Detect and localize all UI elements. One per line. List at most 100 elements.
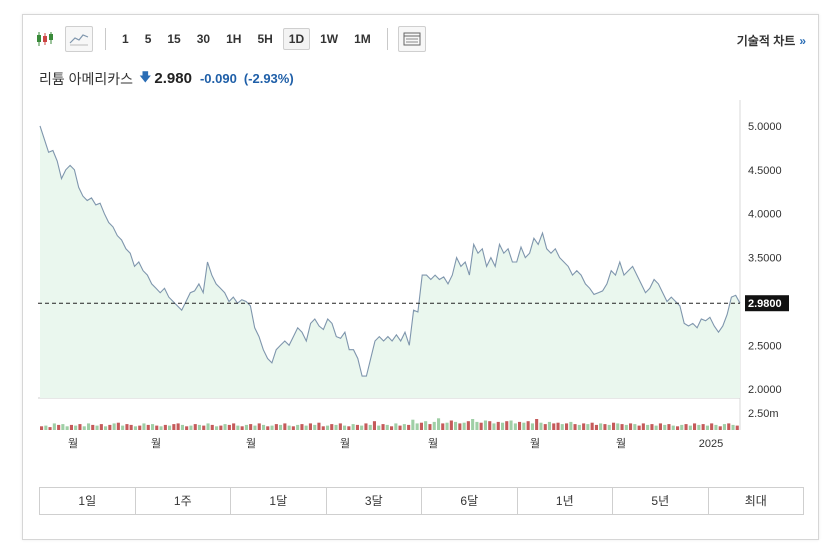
volume-bar — [321, 426, 325, 430]
technical-chart-label: 기술적 차트 — [736, 34, 796, 48]
down-arrow-icon: 🡇 — [139, 70, 152, 84]
range-1d[interactable]: 1일 — [40, 488, 136, 514]
volume-bar — [560, 424, 564, 430]
range-1w[interactable]: 1주 — [136, 488, 231, 514]
y-tick-label: 3.5000 — [748, 253, 782, 265]
interval-5[interactable]: 5 — [144, 32, 152, 46]
volume-bar — [185, 426, 189, 430]
table-icon[interactable] — [397, 26, 426, 52]
volume-bar — [419, 422, 423, 430]
volume-bar — [573, 424, 577, 430]
volume-bar — [722, 424, 726, 430]
volume-bar — [227, 424, 231, 430]
volume-bar — [44, 425, 48, 430]
volume-bar — [633, 424, 637, 430]
range-5y[interactable]: 5년 — [613, 488, 709, 514]
area-chart-icon[interactable] — [65, 26, 93, 52]
volume-bar — [432, 421, 436, 430]
volume-bar — [104, 426, 108, 430]
range-6m[interactable]: 6달 — [422, 488, 518, 514]
volume-bar — [108, 424, 112, 430]
volume-bar — [215, 426, 219, 430]
volume-bar — [552, 423, 556, 430]
interval-5h[interactable]: 5H — [257, 32, 273, 46]
volume-bar — [91, 424, 95, 430]
volume-bar — [475, 421, 479, 430]
volume-bar — [219, 425, 223, 430]
volume-bar — [291, 426, 295, 430]
volume-bar — [347, 426, 351, 430]
interval-1[interactable]: 1 — [122, 32, 129, 46]
y-tick-label: 4.5000 — [748, 165, 782, 177]
interval-30[interactable]: 30 — [196, 32, 211, 46]
volume-bar — [351, 424, 355, 430]
volume-bar — [296, 424, 300, 430]
volume-bar — [505, 421, 509, 430]
volume-bar — [210, 424, 214, 430]
volume-bar — [262, 424, 266, 430]
volume-bar — [667, 424, 671, 430]
volume-bar — [718, 426, 722, 430]
chart-toolbar: 1 5 15 30 1H 5H 1D 1W 1M — [31, 25, 432, 53]
volume-bar — [176, 423, 180, 430]
volume-bar — [244, 424, 248, 430]
volume-bar — [462, 422, 466, 430]
volume-bar — [151, 424, 155, 430]
volume-bar — [488, 421, 492, 430]
volume-bar — [189, 425, 193, 430]
volume-bar — [364, 423, 368, 430]
interval-15[interactable]: 15 — [167, 32, 181, 46]
volume-bar — [603, 424, 607, 430]
volume-bar — [168, 425, 172, 430]
volume-bar — [155, 425, 159, 430]
volume-bar — [518, 421, 522, 430]
volume-bar — [663, 424, 667, 430]
volume-bar — [522, 422, 526, 430]
volume-bar — [577, 424, 581, 430]
instrument-name: 리튬 아메리카스 — [39, 70, 134, 87]
volume-bar — [338, 423, 342, 430]
range-1y[interactable]: 1년 — [518, 488, 613, 514]
volume-bar — [206, 423, 210, 430]
volume-bar — [620, 424, 624, 430]
volume-bar — [330, 424, 334, 430]
volume-bar — [454, 421, 458, 430]
range-1m[interactable]: 1달 — [231, 488, 327, 514]
volume-bar — [582, 423, 586, 430]
x-tick-label: 월 — [616, 437, 626, 450]
volume-bar — [274, 424, 278, 430]
volume-bar — [381, 424, 385, 430]
double-chevron-right-icon: » — [799, 34, 806, 48]
volume-bar — [650, 424, 654, 430]
range-max[interactable]: 최대 — [744, 494, 767, 508]
volume-bar — [48, 427, 52, 430]
volume-bar — [197, 424, 201, 430]
interval-1d[interactable]: 1D — [282, 28, 311, 50]
y-tick-label: 2.5000 — [748, 340, 782, 352]
interval-1m[interactable]: 1M — [354, 32, 371, 46]
volume-bar — [479, 422, 483, 430]
volume-bar — [688, 425, 692, 430]
range-3m[interactable]: 3달 — [327, 488, 422, 514]
volume-bar — [411, 419, 415, 430]
volume-bar — [676, 426, 680, 430]
volume-bar — [466, 421, 470, 430]
volume-bar — [641, 423, 645, 430]
volume-bar — [530, 423, 534, 430]
volume-bar — [513, 423, 517, 430]
volume-bar — [547, 421, 551, 430]
volume-bar — [539, 422, 543, 430]
technical-chart-link[interactable]: 기술적 차트» — [737, 32, 806, 49]
candlestick-icon[interactable] — [31, 26, 59, 52]
volume-bar — [193, 424, 197, 430]
volume-bar — [424, 421, 428, 430]
volume-bar — [394, 423, 398, 430]
volume-bar — [142, 423, 146, 430]
volume-bar — [569, 421, 573, 430]
volume-bar — [223, 424, 227, 430]
interval-1h[interactable]: 1H — [226, 32, 242, 46]
volume-bar — [129, 424, 133, 430]
interval-1w[interactable]: 1W — [320, 32, 339, 46]
volume-bar — [240, 426, 244, 430]
